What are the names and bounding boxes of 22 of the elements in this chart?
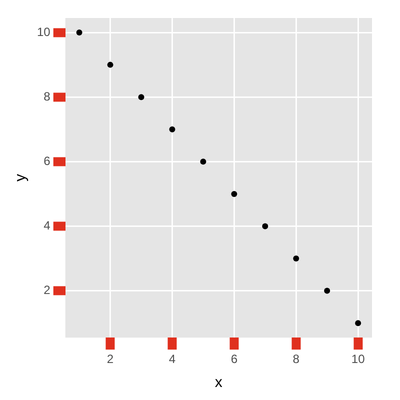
x-tick-label: 8 <box>292 352 300 366</box>
x-tick-label: 6 <box>230 352 238 366</box>
y-tick-label: 6 <box>44 154 51 168</box>
x-tick-label: 4 <box>168 352 176 366</box>
point <box>76 30 82 36</box>
point <box>355 320 362 326</box>
point <box>324 288 330 294</box>
point <box>107 62 114 68</box>
point <box>231 190 238 197</box>
x-tick-label: 10 <box>351 352 366 366</box>
y-tick-label: 4 <box>44 218 51 233</box>
x-axis-title: x <box>214 374 223 392</box>
y-tick-label: 10 <box>36 24 51 39</box>
point <box>138 94 144 100</box>
x-tick-label: 2 <box>106 352 114 366</box>
point <box>200 158 206 165</box>
point <box>169 126 176 132</box>
y-tick-label: 8 <box>44 89 51 104</box>
y-axis-title: y <box>12 174 30 182</box>
y-tick-label: 2 <box>44 283 51 298</box>
point <box>293 256 300 262</box>
point <box>262 223 268 230</box>
